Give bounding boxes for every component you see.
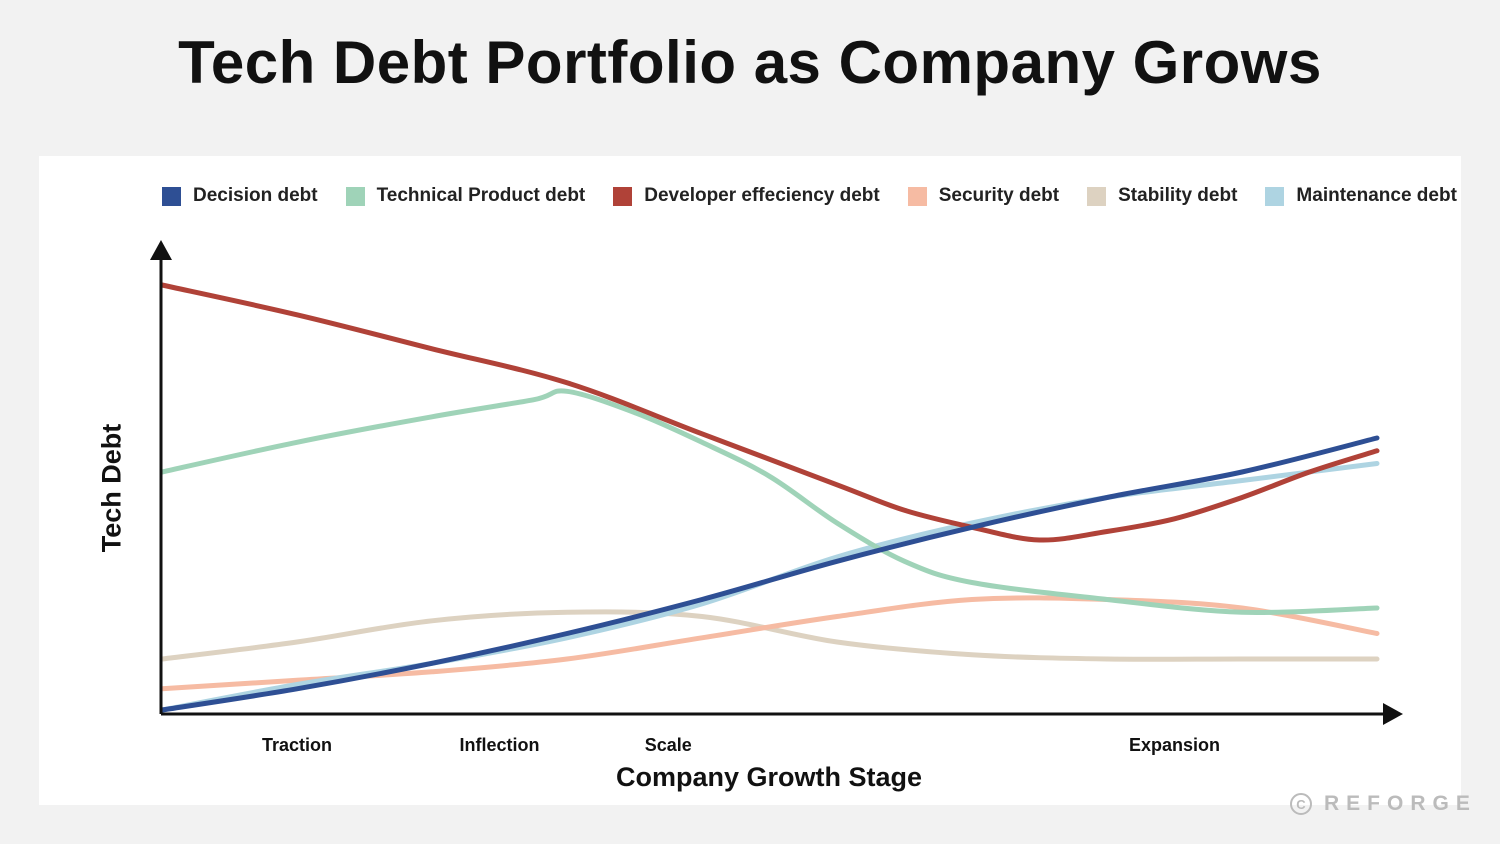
copyright-icon: C — [1290, 793, 1312, 815]
legend-swatch — [613, 186, 633, 206]
x-axis-label: Company Growth Stage — [615, 762, 923, 792]
watermark-text: REFORGE — [1324, 792, 1477, 815]
x-tick-label: Inflection — [459, 735, 540, 755]
x-tick-label: Traction — [261, 735, 333, 755]
y-axis-arrow — [150, 240, 172, 260]
legend-item-stability-debt: Stability debt — [1087, 185, 1237, 207]
legend-item-security-debt: Security debt — [907, 185, 1060, 207]
reforge-watermark: C REFORGE — [1290, 792, 1477, 816]
x-axis-arrow — [1383, 703, 1403, 725]
legend-item-maintenance-debt: Maintenance debt — [1265, 185, 1457, 207]
legend-item-developer-effeciency-debt: Developer effeciency debt — [613, 185, 880, 207]
series-line-stability-debt — [159, 609, 1380, 662]
x-tick-label: Scale — [644, 735, 692, 755]
legend-item-technical-product-debt: Technical Product debt — [345, 185, 586, 207]
series-line-decision-debt — [159, 435, 1380, 713]
legend-label: Stability debt — [1118, 185, 1238, 206]
legend-label: Security debt — [938, 185, 1060, 206]
legend-swatch — [162, 186, 181, 206]
series-line-technical-product-debt — [159, 388, 1380, 616]
legend-swatch — [907, 186, 927, 206]
series-line-developer-effeciency-debt — [159, 282, 1380, 543]
x-tick-label: Expansion — [1128, 735, 1221, 755]
chart-title: Tech Debt Portfolio as Company Grows — [178, 29, 1322, 96]
series-layer — [159, 282, 1380, 713]
legend-label: Decision debt — [193, 185, 318, 206]
legend-swatch — [1265, 186, 1285, 206]
legend-label: Technical Product debt — [376, 185, 586, 206]
legend-swatch — [345, 186, 365, 206]
y-axis-label: Tech Debt — [96, 423, 127, 553]
series-line-maintenance-debt — [159, 461, 1380, 713]
legend-label: Developer effeciency debt — [644, 185, 880, 206]
legend-item-decision-debt: Decision debt — [162, 185, 318, 207]
legend-swatch — [1087, 186, 1107, 206]
legend-label: Maintenance debt — [1296, 185, 1457, 206]
legend: Decision debt Technical Product debt Dev… — [162, 184, 1457, 208]
